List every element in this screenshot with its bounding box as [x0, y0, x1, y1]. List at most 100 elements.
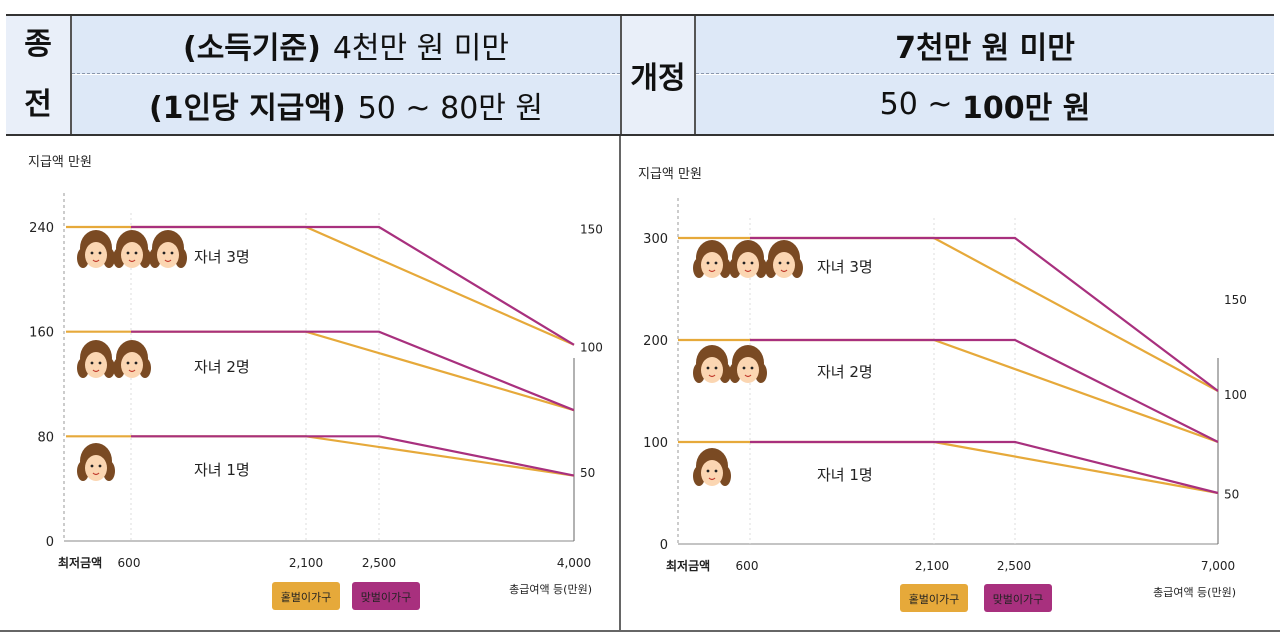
face-shape: [121, 242, 143, 268]
legend-swatch: [900, 584, 968, 612]
child-face-icon: [693, 240, 731, 278]
mouth-shape: [92, 369, 100, 373]
eye-shape: [90, 464, 94, 468]
face-shape: [701, 357, 723, 383]
x-tick-label: 7,000: [1201, 559, 1235, 573]
x-axis-label: 총급여액 등(만원): [1153, 586, 1236, 599]
before-amount-value: 50 ~ 80만 원: [357, 90, 544, 126]
face-shape: [701, 460, 723, 486]
x-tick-label: 2,500: [997, 559, 1031, 573]
mouth-shape: [92, 472, 100, 476]
after-tag: 개정: [630, 61, 686, 96]
header-divider: [70, 16, 72, 134]
face-shape: [85, 242, 107, 268]
mouth-shape: [708, 269, 716, 273]
eye-shape: [706, 261, 710, 265]
y-axis-label: 지급액 만원: [638, 167, 702, 182]
right-tick-label: 100: [1224, 388, 1247, 402]
chart-after: 지급액 만원 0 100 200 300 50 100 150 최저금액 600 2,100 2,50…: [638, 167, 1247, 612]
after-income-cell: 7천만 원 미만: [696, 16, 1274, 74]
face-shape: [737, 252, 759, 278]
mouth-shape: [780, 269, 788, 273]
chart-before: 지급액 만원 0 80 160 240 50 100 150 최저금액 600 2,100 2,500…: [28, 155, 603, 610]
right-tick-label: 100: [580, 340, 603, 354]
after-amount-cell: 50 ~ 100만 원: [696, 75, 1274, 134]
right-tick-label: 50: [1224, 487, 1239, 501]
child-face-icon: [729, 345, 767, 383]
legend-label: 홑벌이가구: [281, 591, 332, 604]
eye-shape: [98, 361, 102, 365]
legend-label: 맞벌이가구: [361, 591, 412, 604]
face-shape: [701, 252, 723, 278]
x-tick-label: 2,100: [915, 559, 949, 573]
before-income-value: 4천만 원 미만: [332, 30, 509, 66]
eye-shape: [750, 261, 754, 265]
group-label: 자녀 2명: [194, 358, 250, 376]
after-tag-cell: 개정: [622, 16, 694, 134]
x-tick-label: 600: [118, 556, 141, 570]
x-tick-label: 2,500: [362, 556, 396, 570]
dual-earner-line: [750, 440, 1219, 495]
child-face-icon: [113, 230, 151, 268]
y-tick-label: 160: [29, 326, 54, 341]
child-face-icon: [77, 230, 115, 268]
dual-earner-line: [131, 225, 575, 346]
dual-earner-line: [131, 330, 575, 412]
before-income-label: (소득기준): [183, 30, 321, 66]
child-face-icon: [693, 345, 731, 383]
child-face-icon: [729, 240, 767, 278]
eye-shape: [126, 361, 130, 365]
child-face-icon: [149, 230, 187, 268]
eye-shape: [742, 261, 746, 265]
x-tick-label: 2,100: [289, 556, 323, 570]
face-shape: [121, 352, 143, 378]
mouth-shape: [708, 477, 716, 481]
dual-earner-line: [750, 236, 1219, 392]
eye-shape: [90, 361, 94, 365]
group-label: 자녀 3명: [817, 258, 873, 276]
after-income-value: 7천만 원 미만: [895, 30, 1075, 66]
child-face-icon: [693, 448, 731, 486]
eye-shape: [134, 251, 138, 255]
eye-shape: [126, 251, 130, 255]
mouth-shape: [92, 259, 100, 263]
y-tick-label: 100: [643, 436, 668, 451]
x-tick-label: 최저금액: [58, 555, 102, 570]
group-label: 자녀 1명: [194, 461, 250, 479]
legend-swatch: [272, 582, 340, 610]
after-amount-bold: 100만 원: [962, 90, 1091, 126]
x-tick-label: 4,000: [557, 556, 591, 570]
eye-shape: [714, 366, 718, 370]
eye-shape: [786, 261, 790, 265]
legend-label: 맞벌이가구: [993, 593, 1044, 606]
x-tick-label: 600: [736, 559, 759, 573]
face-shape: [737, 357, 759, 383]
eye-shape: [706, 469, 710, 473]
legend-swatch: [984, 584, 1052, 612]
eye-shape: [706, 366, 710, 370]
legend-label: 홑벌이가구: [909, 593, 960, 606]
header-divider: [620, 16, 622, 134]
mouth-shape: [708, 374, 716, 378]
panel-divider: [619, 136, 621, 630]
eye-shape: [714, 469, 718, 473]
group-label: 자녀 3명: [194, 248, 250, 266]
header-divider: [694, 16, 696, 134]
face-shape: [85, 352, 107, 378]
mouth-shape: [128, 369, 136, 373]
before-income-cell: (소득기준) 4천만 원 미만: [72, 16, 620, 74]
right-tick-label: 150: [580, 223, 603, 237]
face-shape: [85, 455, 107, 481]
before-tag-cell: 종 전: [6, 16, 70, 134]
y-tick-label: 300: [643, 232, 668, 247]
eye-shape: [750, 366, 754, 370]
right-tick-label: 50: [580, 466, 595, 480]
eye-shape: [162, 251, 166, 255]
dual-earner-line: [131, 435, 575, 477]
before-tag-line2: 전: [24, 87, 52, 122]
mouth-shape: [744, 269, 752, 273]
x-axis-label: 총급여액 등(만원): [509, 583, 592, 596]
y-tick-label: 80: [37, 430, 54, 445]
legend-swatch: [352, 582, 420, 610]
eye-shape: [778, 261, 782, 265]
